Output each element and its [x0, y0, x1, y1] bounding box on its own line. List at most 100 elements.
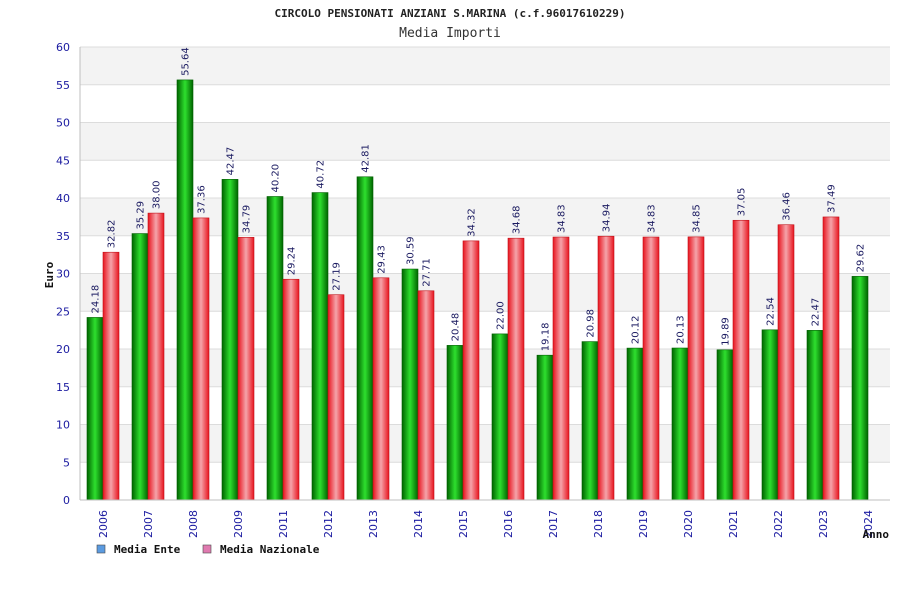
plot-band	[80, 424, 890, 463]
plot-band	[80, 47, 890, 85]
bar	[671, 347, 689, 501]
chart-title: CIRCOLO PENSIONATI ANZIANI S.MARINA (c.f…	[275, 7, 626, 20]
data-label: 38.00	[152, 180, 163, 209]
data-label: 42.81	[361, 144, 372, 173]
data-label: 34.83	[557, 204, 568, 233]
bar	[822, 216, 840, 501]
data-label: 20.98	[586, 309, 597, 338]
x-tick-label: 2020	[682, 510, 695, 538]
bar	[356, 176, 374, 501]
data-label: 42.47	[226, 147, 237, 176]
bars	[86, 79, 869, 501]
data-label: 34.94	[602, 204, 613, 233]
data-label: 22.00	[496, 301, 507, 330]
y-tick-label: 25	[56, 305, 70, 318]
data-label: 35.29	[136, 201, 147, 230]
data-label: 37.49	[827, 184, 838, 213]
bar	[86, 317, 104, 501]
bar	[192, 217, 210, 501]
y-tick-label: 45	[56, 154, 70, 167]
plot-background	[80, 47, 890, 500]
bar	[806, 330, 824, 501]
data-label: 20.12	[631, 315, 642, 344]
bar	[687, 236, 705, 501]
x-tick-label: 2006	[97, 510, 110, 538]
bar	[491, 333, 509, 501]
data-label: 19.89	[721, 317, 732, 346]
x-tick-label: 2013	[367, 510, 380, 538]
y-tick-label: 15	[56, 381, 70, 394]
x-axis-label: Anno	[863, 528, 890, 541]
plot-band	[80, 349, 890, 387]
y-tick-label: 20	[56, 343, 70, 356]
x-tick-label: 2022	[772, 510, 785, 538]
x-tick-label: 2024	[862, 510, 875, 538]
data-label: 22.47	[811, 298, 822, 327]
bar	[221, 179, 239, 501]
axes	[79, 47, 890, 501]
chart-subtitle: Media Importi	[399, 26, 501, 41]
data-label: 20.13	[676, 315, 687, 344]
bar	[102, 251, 120, 501]
y-tick-label: 0	[63, 494, 70, 507]
bar	[716, 349, 734, 501]
x-tick-label: 2012	[322, 510, 335, 538]
x-tick-label: 2023	[817, 510, 830, 538]
plot-band	[80, 235, 890, 274]
legend-label: Media Nazionale	[220, 543, 320, 556]
data-label: 24.18	[91, 285, 102, 314]
bar	[327, 294, 345, 501]
bar	[237, 237, 255, 501]
bar	[446, 345, 464, 501]
x-tick-label: 2007	[142, 510, 155, 538]
x-tick-label: 2009	[232, 510, 245, 538]
data-label: 37.36	[197, 185, 208, 214]
legend-swatch	[96, 544, 106, 554]
y-tick-label: 30	[56, 268, 70, 281]
data-label: 29.24	[287, 247, 298, 276]
data-label: 34.68	[512, 206, 523, 235]
bar	[732, 219, 750, 501]
data-label: 32.82	[107, 220, 118, 249]
bar	[372, 277, 390, 501]
y-tick-labels: 0 5 10 15 20 25 30 35 40 45 50 55 60	[56, 41, 70, 507]
y-tick-label: 5	[63, 456, 70, 469]
data-label: 40.72	[316, 160, 327, 189]
bar	[552, 236, 570, 501]
plot-band	[80, 160, 890, 198]
bar	[311, 192, 329, 501]
plot-band	[80, 198, 890, 236]
bar	[626, 347, 644, 501]
data-label: 36.46	[782, 192, 793, 221]
data-label: 34.32	[467, 208, 478, 237]
data-label: 29.43	[377, 245, 388, 274]
plot-band	[80, 84, 890, 123]
y-axis-label: Euro	[43, 261, 56, 288]
bar	[536, 354, 554, 501]
y-tick-label: 50	[56, 117, 70, 130]
bar	[417, 290, 435, 501]
bar	[266, 196, 284, 501]
y-tick-label: 60	[56, 41, 70, 54]
data-label: 34.85	[692, 204, 703, 233]
data-label: 55.64	[181, 47, 192, 76]
bar	[597, 235, 615, 501]
plot-band	[80, 311, 890, 349]
plot-band	[80, 462, 890, 500]
data-label: 27.71	[422, 258, 433, 287]
bar	[401, 268, 419, 501]
bar	[462, 240, 480, 501]
legend-swatch	[202, 544, 212, 554]
bar	[147, 212, 165, 501]
x-tick-label: 2011	[277, 510, 290, 538]
x-tick-label: 2014	[412, 510, 425, 538]
data-label: 22.54	[766, 297, 777, 326]
data-label: 34.79	[242, 205, 253, 234]
x-tick-label: 2018	[592, 510, 605, 538]
bar	[581, 341, 599, 501]
legend: Media Ente Media Nazionale	[96, 543, 320, 556]
y-tick-label: 55	[56, 79, 70, 92]
x-tick-label: 2008	[187, 510, 200, 538]
x-tick-labels: 2006 2007 2008 2009 2011 2012 2013 2014 2015 2016…	[97, 510, 875, 538]
